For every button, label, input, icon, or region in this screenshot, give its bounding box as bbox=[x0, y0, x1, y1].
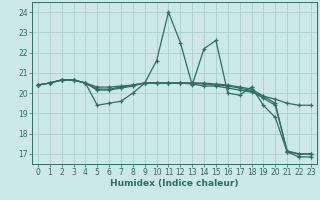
X-axis label: Humidex (Indice chaleur): Humidex (Indice chaleur) bbox=[110, 179, 239, 188]
